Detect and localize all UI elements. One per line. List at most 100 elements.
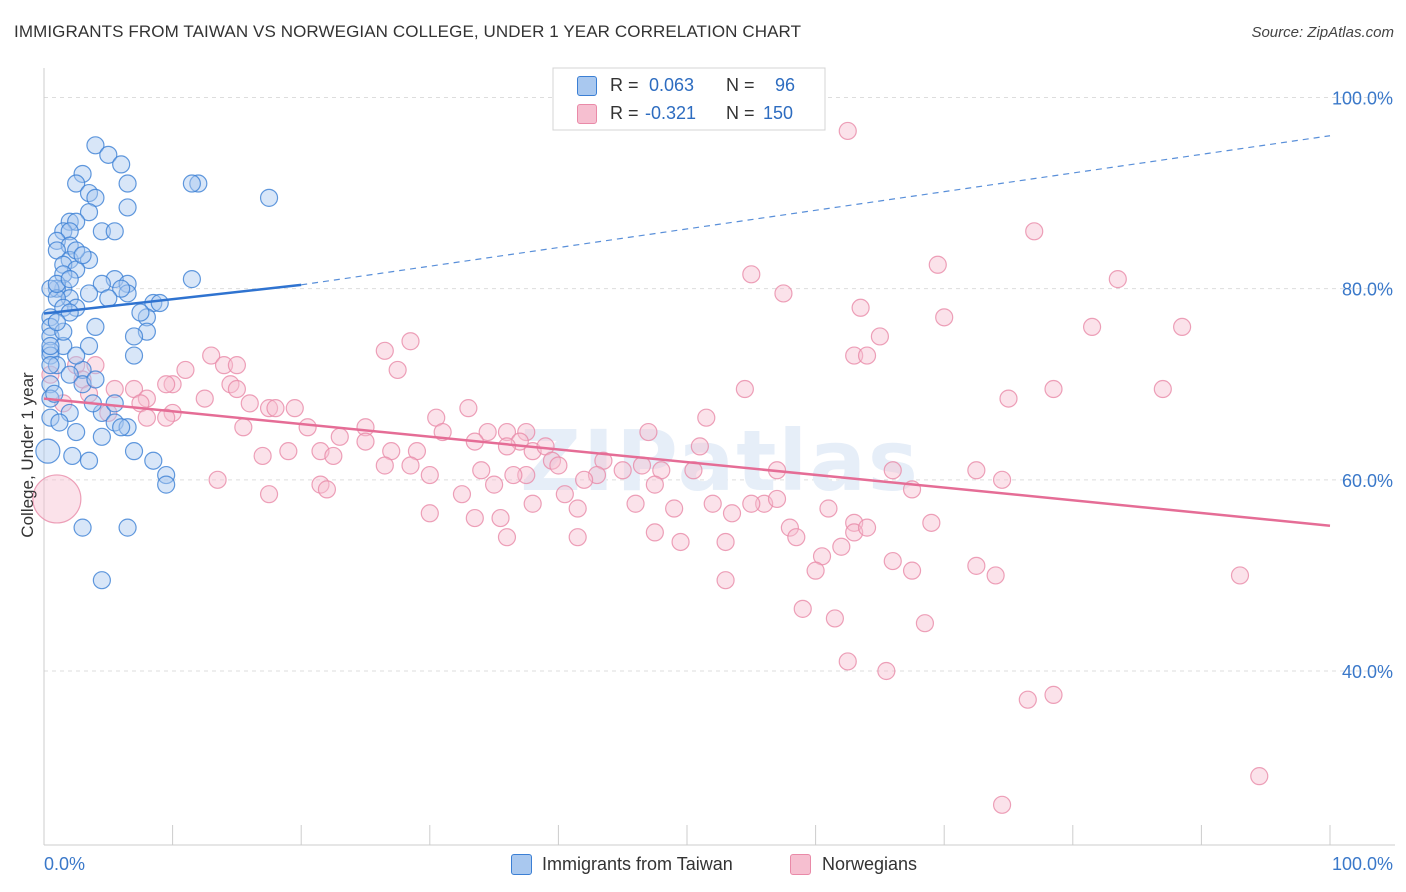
norwegian-n-value: 150 [763, 103, 794, 123]
norwegian-point [1082, 317, 1102, 336]
norwegian-point [1153, 379, 1172, 399]
norwegian-point [41, 365, 60, 384]
taiwan-point [73, 246, 92, 265]
norwegian-point [105, 379, 124, 399]
norwegian-point [613, 461, 632, 480]
norwegian-point [523, 494, 542, 513]
norwegian-point [819, 499, 838, 518]
norwegian-point [935, 308, 954, 327]
norwegian-point [851, 298, 870, 317]
norwegian-point [324, 446, 343, 466]
taiwan-point [60, 365, 79, 384]
norwegian-point [298, 418, 317, 437]
norwegian-point [742, 265, 761, 284]
norwegian-point [857, 346, 877, 365]
norwegian-point [1018, 690, 1037, 709]
taiwan-n-value: 96 [775, 75, 796, 95]
taiwan-point [50, 413, 69, 432]
norwegian-point [208, 470, 227, 489]
norwegian-point [497, 528, 517, 547]
taiwan-r-value: 0.063 [649, 75, 695, 95]
taiwan-point [67, 174, 86, 193]
taiwan-point [60, 212, 79, 231]
y-tick-label: 40.0% [1342, 662, 1393, 682]
norwegian-point [767, 489, 787, 509]
norwegian-point [645, 523, 664, 542]
taiwan-point [131, 303, 150, 322]
norwegian-point [690, 437, 709, 456]
norwegian-legend-swatch [577, 104, 597, 124]
norwegian-point [838, 652, 857, 671]
y-tick-label: 60.0% [1342, 471, 1393, 491]
norwegian-point [671, 532, 690, 552]
taiwan-n-key: N = [726, 75, 755, 95]
taiwan-point [112, 279, 131, 298]
norwegian-point [253, 446, 272, 466]
taiwan-point [124, 327, 144, 346]
norwegian-point [877, 661, 896, 681]
norwegian-point [870, 327, 890, 346]
taiwan-point [99, 145, 118, 164]
norwegian-point [485, 475, 504, 494]
norwegian-point [845, 346, 864, 365]
norwegian-point [472, 461, 491, 480]
norwegian-point [992, 795, 1012, 814]
taiwan-point [54, 322, 73, 341]
norwegian-point [742, 494, 761, 513]
norwegian-n-key: N = [726, 103, 755, 123]
norwegian-point [857, 518, 877, 537]
norwegian-point [1250, 767, 1269, 786]
taiwan-point [60, 270, 79, 289]
norwegian-point [575, 470, 594, 489]
axes [43, 68, 1395, 846]
norwegian-point [568, 528, 587, 547]
norwegian-point [1044, 379, 1063, 399]
norwegian-point [240, 394, 259, 413]
norwegian-point [491, 508, 510, 528]
norwegian-point [774, 284, 793, 303]
norwegian-point [722, 504, 742, 523]
taiwan-point [124, 442, 144, 461]
norwegian-point [375, 341, 394, 360]
norwegian-point [806, 561, 825, 580]
norwegian-point [1044, 685, 1063, 704]
taiwan-points [35, 136, 279, 590]
taiwan-point [67, 346, 86, 365]
trend-lines [43, 135, 1331, 527]
norwegian-point [420, 465, 439, 485]
norwegian-point [967, 461, 986, 480]
taiwan-point [92, 571, 111, 590]
norwegian-point [285, 399, 304, 418]
taiwan-point [63, 446, 82, 466]
taiwan-point [118, 518, 137, 537]
bottom-legend-norwegian-label: Norwegians [822, 854, 918, 874]
norwegian-point [137, 408, 156, 427]
taiwan-point [118, 418, 137, 437]
taiwan-point [182, 270, 201, 289]
norwegian-point [317, 480, 337, 499]
taiwan-point [118, 198, 137, 217]
norwegian-point [986, 566, 1005, 585]
taiwan-point [79, 284, 99, 303]
taiwan-point [92, 427, 111, 446]
norwegian-point [497, 437, 517, 456]
norwegian-point [703, 494, 722, 513]
norwegian-point [1025, 222, 1044, 241]
norwegian-point [227, 379, 246, 399]
norwegian-point [902, 561, 922, 580]
taiwan-point [144, 451, 163, 470]
norwegian-point [568, 499, 587, 518]
taiwan-point [47, 313, 66, 332]
norwegian-point [735, 379, 754, 399]
taiwan-point [73, 164, 92, 184]
norwegian-point [832, 537, 851, 556]
norwegian-point [32, 474, 82, 524]
taiwan-point [79, 203, 99, 222]
bottom-legend-taiwan-swatch [511, 854, 532, 875]
norwegian-point [992, 470, 1012, 489]
norwegian-point [838, 121, 857, 141]
taiwan-point [86, 370, 105, 389]
taiwan-point [105, 222, 124, 241]
norwegian-point [716, 532, 735, 552]
norwegian-point [915, 614, 935, 633]
